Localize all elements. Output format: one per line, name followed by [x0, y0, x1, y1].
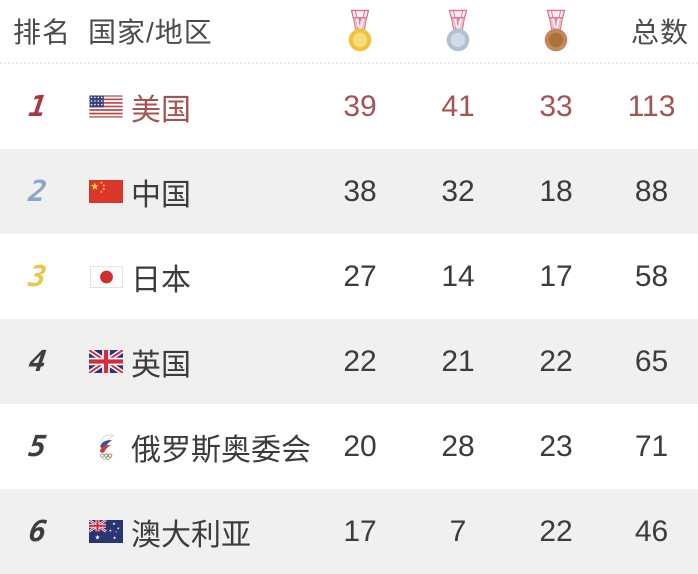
country-name: 美国 — [131, 93, 191, 127]
gold-count: 39 — [343, 89, 377, 123]
country-name: 澳大利亚 — [131, 518, 251, 552]
total-count: 58 — [634, 259, 669, 293]
japan-flag-icon — [88, 265, 124, 288]
table-header-row: 排名 国家/地区 总数 — [0, 0, 698, 64]
gold-count: 27 — [343, 259, 377, 293]
bronze-count: 17 — [539, 259, 573, 293]
bronze-count: 33 — [539, 89, 573, 123]
usa-flag-icon — [88, 95, 124, 118]
total-count: 113 — [627, 89, 676, 123]
table-row-美国[interactable]: 1 美国 39 41 33 113 — [0, 64, 698, 149]
silver-count: 32 — [441, 174, 475, 208]
bronze-count: 23 — [539, 429, 573, 463]
gold-count: 20 — [343, 429, 377, 463]
gold-count: 38 — [343, 174, 377, 208]
table-body: 1 美国 39 41 33 113 2 中国 38 32 18 88 3 — [0, 64, 698, 574]
gold-count: 22 — [343, 344, 377, 378]
country-cell: 俄罗斯奥委会 — [76, 425, 311, 469]
rank-column-header: 排名 — [13, 17, 72, 48]
bronze-count: 18 — [539, 174, 573, 208]
total-count: 71 — [634, 429, 669, 463]
rank-number: 2 — [26, 174, 50, 208]
country-cell: 澳大利亚 — [76, 510, 311, 554]
china-flag-icon — [88, 180, 124, 203]
country-cell: 英国 — [76, 340, 311, 384]
table-row-中国[interactable]: 2 中国 38 32 18 88 — [0, 149, 698, 234]
rank-number: 4 — [26, 344, 50, 378]
total-count: 65 — [634, 344, 669, 378]
australia-flag-icon — [88, 520, 124, 543]
silver-count: 28 — [441, 429, 475, 463]
rank-number: 6 — [26, 514, 50, 548]
table-row-俄罗斯奥委会[interactable]: 5 俄罗斯奥委会 20 28 23 71 — [0, 404, 698, 489]
silver-count: 41 — [441, 89, 475, 123]
table-row-澳大利亚[interactable]: 6 澳大利亚 17 7 22 46 — [0, 489, 698, 574]
rank-number: 3 — [26, 259, 50, 293]
uk-flag-icon — [88, 350, 124, 373]
silver-count: 7 — [449, 514, 467, 548]
total-count: 88 — [634, 174, 669, 208]
rank-cell: 2 — [0, 174, 76, 208]
table-row-日本[interactable]: 3 日本 27 14 17 58 — [0, 234, 698, 319]
country-name: 俄罗斯奥委会 — [131, 433, 311, 467]
rank-cell: 5 — [0, 429, 76, 463]
silver-count: 14 — [441, 259, 475, 293]
bronze-count: 22 — [539, 514, 573, 548]
country-column-header: 国家/地区 — [88, 17, 213, 48]
country-cell: 中国 — [76, 170, 311, 214]
rank-cell: 1 — [0, 89, 76, 123]
rank-number: 5 — [26, 429, 50, 463]
total-count: 46 — [634, 514, 669, 548]
country-name: 日本 — [131, 263, 191, 297]
rank-cell: 6 — [0, 514, 76, 548]
country-name: 中国 — [131, 178, 191, 212]
bronze-medal-icon — [507, 9, 605, 53]
rank-cell: 3 — [0, 259, 76, 293]
country-cell: 日本 — [76, 255, 311, 299]
rank-cell: 4 — [0, 344, 76, 378]
rank-number: 1 — [26, 89, 50, 123]
country-name: 英国 — [131, 348, 191, 382]
silver-count: 21 — [441, 344, 475, 378]
bronze-count: 22 — [539, 344, 573, 378]
silver-medal-icon — [409, 9, 507, 53]
gold-count: 17 — [343, 514, 377, 548]
roc-flag-icon — [88, 433, 124, 460]
country-cell: 美国 — [76, 85, 311, 129]
gold-medal-icon — [311, 9, 409, 53]
table-row-英国[interactable]: 4 英国 22 21 22 65 — [0, 319, 698, 404]
total-column-header: 总数 — [630, 17, 689, 48]
